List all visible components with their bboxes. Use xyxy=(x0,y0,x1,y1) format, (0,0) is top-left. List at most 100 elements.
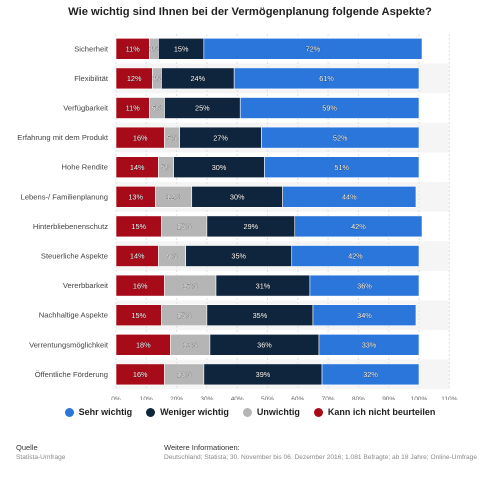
category-label: Flexibilität xyxy=(74,74,109,83)
data-label: 5% xyxy=(152,104,163,113)
chart-legend: Sehr wichtig Weniger wichtig Unwichtig K… xyxy=(0,407,500,417)
bar-segment xyxy=(321,363,420,386)
data-label: 15% xyxy=(131,222,146,231)
data-label: 16% xyxy=(133,133,148,142)
footer-info: Weitere Informationen: Deutschland; Stat… xyxy=(164,443,484,461)
data-label: 15% xyxy=(177,222,192,231)
category-label: Öffentliche Förderung xyxy=(35,370,108,379)
bar-segment xyxy=(239,97,420,119)
legend-label: Unwichtig xyxy=(256,407,300,417)
data-label: 30% xyxy=(212,163,227,172)
data-label: 39% xyxy=(256,370,271,379)
x-tick-label: 100% xyxy=(411,396,428,400)
x-tick-label: 60% xyxy=(291,396,304,400)
bar-segment xyxy=(294,215,423,238)
bar-segment xyxy=(264,156,420,178)
data-label: 31% xyxy=(256,281,271,290)
bar-segment xyxy=(282,186,417,208)
legend-label: Weniger wichtig xyxy=(160,407,229,417)
legend-item-weniger-wichtig[interactable]: Weniger wichtig xyxy=(146,407,229,417)
data-label: 30% xyxy=(230,193,245,202)
x-tick-label: 0% xyxy=(111,396,121,400)
data-label: 15% xyxy=(174,45,189,54)
category-label: Vererbbarkeit xyxy=(63,281,109,290)
data-label: 42% xyxy=(348,252,363,261)
x-tick-label: 40% xyxy=(231,396,244,400)
data-label: 12% xyxy=(166,193,181,202)
data-label: 16% xyxy=(133,370,148,379)
bar-segment xyxy=(318,333,420,356)
category-label: Verrentungsmöglichkeit xyxy=(29,340,109,349)
data-label: 17% xyxy=(183,281,198,290)
data-label: 27% xyxy=(213,133,228,142)
data-label: 61% xyxy=(319,74,334,83)
legend-dot-icon xyxy=(64,407,74,417)
category-label: Lebens-/ Familienplanung xyxy=(21,192,108,201)
info-heading: Weitere Informationen: xyxy=(164,443,240,452)
x-tick-label: 80% xyxy=(352,396,365,400)
data-label: 52% xyxy=(333,133,348,142)
x-tick-label: 10% xyxy=(140,396,153,400)
x-tick-label: 20% xyxy=(170,396,183,400)
data-label: 11% xyxy=(126,104,141,113)
legend-label: Sehr wichtig xyxy=(78,407,133,417)
data-label: 14% xyxy=(130,252,145,261)
legend-item-unwichtig[interactable]: Unwichtig xyxy=(242,407,300,417)
data-label: 15% xyxy=(177,311,192,320)
x-tick-label: 70% xyxy=(322,396,335,400)
data-label: 5% xyxy=(161,163,172,172)
data-label: 29% xyxy=(244,222,259,231)
legend-dot-icon xyxy=(242,407,252,417)
data-label: 35% xyxy=(253,311,268,320)
data-label: 18% xyxy=(136,341,151,350)
data-label: 14% xyxy=(130,163,145,172)
category-label: Steuerliche Aspekte xyxy=(41,252,108,261)
source-heading: Quelle xyxy=(16,443,38,452)
data-label: 5% xyxy=(167,133,178,142)
bar-segment xyxy=(261,126,420,149)
info-text: Deutschland; Statista; 30. November bis … xyxy=(164,454,478,461)
category-label: Hinterbliebenenschutz xyxy=(33,222,108,231)
data-label: 44% xyxy=(342,193,357,202)
data-label: 35% xyxy=(231,252,246,261)
category-label: Erfahrung mit dem Produkt xyxy=(17,133,109,142)
bar-segment xyxy=(203,37,423,60)
data-label: 11% xyxy=(126,45,141,54)
data-label: 3% xyxy=(152,74,163,83)
data-label: 59% xyxy=(322,104,337,113)
data-label: 51% xyxy=(334,163,349,172)
data-label: 36% xyxy=(257,341,272,350)
stacked-bar-chart: 0%10%20%30%40%50%60%70%80%90%100%110%Ant… xyxy=(17,34,458,400)
category-label: Verfügbarkeit xyxy=(63,104,109,113)
data-label: 36% xyxy=(357,281,372,290)
data-label: 25% xyxy=(195,104,210,113)
data-label: 34% xyxy=(357,311,372,320)
bar-segment xyxy=(233,67,420,90)
category-label: Nachhaltige Aspekte xyxy=(39,311,108,320)
category-label: Hohe Rendite xyxy=(62,163,108,172)
data-label: 42% xyxy=(351,222,366,231)
bar-segment xyxy=(309,274,420,297)
data-label: 72% xyxy=(306,45,321,54)
x-tick-label: 50% xyxy=(261,396,274,400)
data-label: 3% xyxy=(149,45,160,54)
bar-segment xyxy=(291,245,420,267)
footer-source: Quelle Statista-Umfrage xyxy=(16,443,65,461)
data-label: 13% xyxy=(183,341,198,350)
data-label: 33% xyxy=(362,341,377,350)
legend-dot-icon xyxy=(146,407,156,417)
bar-segment xyxy=(312,304,417,327)
chart-title: Wie wichtig sind Ihnen bei der Vermögenp… xyxy=(68,6,432,18)
data-label: 15% xyxy=(131,311,146,320)
legend-item-kann-ich-nicht-beurteilen[interactable]: Kann ich nicht beurteilen xyxy=(313,407,435,417)
data-label: 16% xyxy=(133,281,148,290)
x-tick-label: 30% xyxy=(200,396,213,400)
legend-item-sehr-wichtig[interactable]: Sehr wichtig xyxy=(64,407,133,417)
legend-dot-icon xyxy=(313,407,323,417)
data-label: 9% xyxy=(167,252,178,261)
x-tick-label: 110% xyxy=(441,396,457,400)
data-label: 24% xyxy=(191,74,206,83)
data-label: 12% xyxy=(127,74,142,83)
category-label: Sicherheit xyxy=(74,44,109,53)
data-label: 32% xyxy=(363,370,378,379)
